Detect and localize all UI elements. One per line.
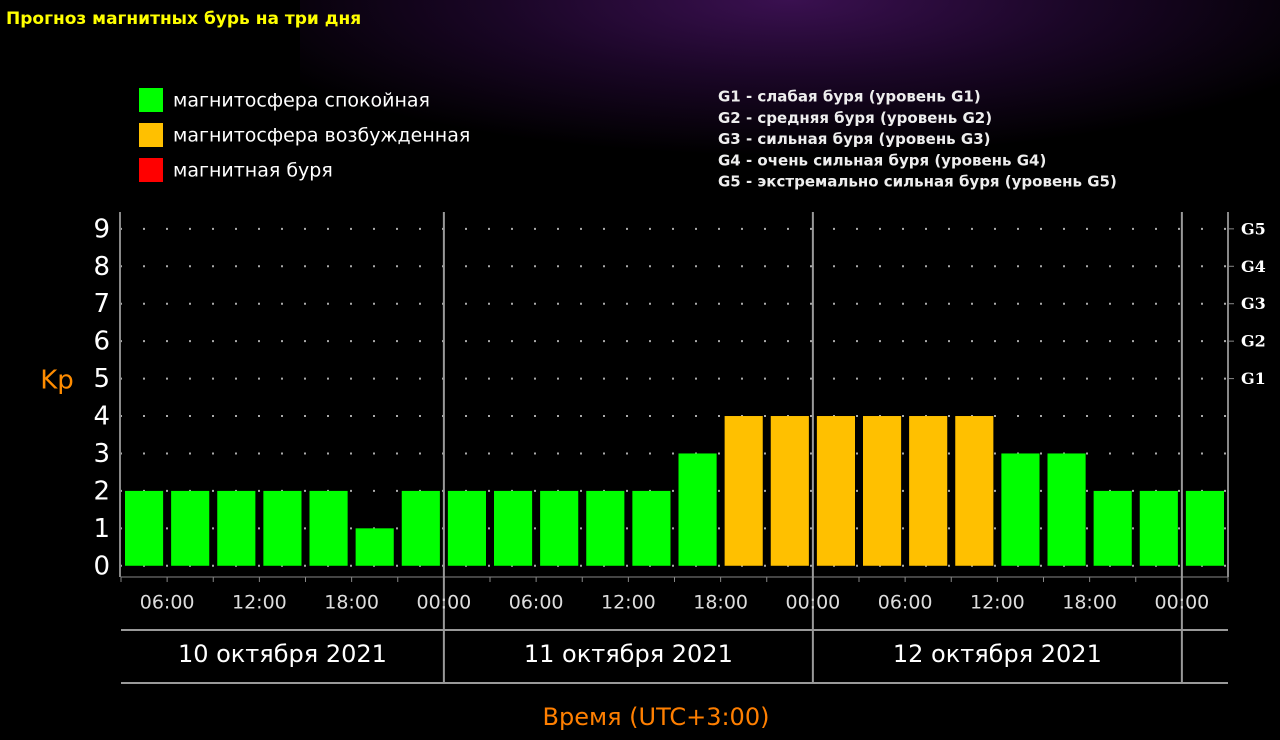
bar — [678, 453, 717, 566]
bar — [447, 490, 486, 566]
bar — [1139, 490, 1178, 566]
bar — [494, 490, 533, 566]
bar — [263, 490, 302, 566]
x-tick-label: 06:00 — [878, 592, 933, 614]
day-label: 10 октября 2021 — [178, 640, 387, 668]
bar — [1093, 490, 1132, 566]
y-tick-label: 6 — [93, 327, 110, 357]
x-tick-label: 12:00 — [232, 592, 287, 614]
y-tick-label: 4 — [93, 402, 110, 432]
bar — [724, 416, 763, 566]
bar — [1047, 453, 1086, 566]
scale-note: G1 - слабая буря (уровень G1) — [718, 88, 981, 106]
y2-tick-label: G5 — [1241, 219, 1266, 238]
legend-swatch — [139, 123, 163, 147]
bar — [401, 490, 440, 566]
x-axis-label: Время (UTC+3:00) — [543, 703, 770, 731]
scale-note: G5 - экстремально сильная буря (уровень … — [718, 173, 1117, 191]
bar — [1001, 453, 1040, 566]
y-tick-label: 7 — [93, 289, 110, 319]
y-tick-label: 9 — [93, 214, 110, 244]
bar — [1185, 490, 1224, 566]
bar — [217, 490, 256, 566]
scale-note: G2 - средняя буря (уровень G2) — [718, 109, 992, 127]
bar — [586, 490, 625, 566]
bar — [955, 416, 994, 566]
chart-title: Прогноз магнитных бурь на три дня — [6, 9, 361, 29]
bar — [816, 416, 855, 566]
x-tick-label: 00:00 — [416, 592, 471, 614]
y-tick-label: 0 — [93, 551, 110, 581]
scale-note: G4 - очень сильная буря (уровень G4) — [718, 151, 1046, 169]
y2-tick-label: G3 — [1241, 294, 1266, 313]
bar — [355, 528, 394, 566]
x-tick-label: 18:00 — [693, 592, 748, 614]
day-label: 11 октября 2021 — [524, 640, 733, 668]
day-label: 12 октября 2021 — [893, 640, 1102, 668]
x-tick-label: 00:00 — [785, 592, 840, 614]
legend-swatch — [139, 158, 163, 182]
x-tick-label: 12:00 — [970, 592, 1025, 614]
bar — [125, 490, 164, 566]
bar — [309, 490, 348, 566]
background-glow — [300, 0, 1280, 260]
legend-label: магнитная буря — [173, 160, 333, 182]
bar — [171, 490, 210, 566]
legend-swatch — [139, 88, 163, 112]
y-tick-label: 1 — [93, 514, 110, 544]
bar — [540, 490, 579, 566]
x-tick-label: 18:00 — [1062, 592, 1117, 614]
x-tick-label: 00:00 — [1154, 592, 1209, 614]
x-tick-label: 06:00 — [509, 592, 564, 614]
scale-note: G3 - сильная буря (уровень G3) — [718, 130, 991, 148]
y-tick-label: 3 — [93, 439, 110, 469]
bar — [770, 416, 809, 566]
y2-tick-label: G4 — [1241, 257, 1266, 276]
y-tick-label: 2 — [93, 476, 110, 506]
legend-label: магнитосфера спокойная — [173, 90, 430, 112]
x-tick-label: 18:00 — [324, 592, 379, 614]
y-tick-label: 8 — [93, 252, 110, 282]
y-axis-label: Kp — [40, 366, 74, 396]
y2-tick-label: G2 — [1241, 332, 1266, 351]
x-tick-label: 06:00 — [140, 592, 195, 614]
x-tick-label: 12:00 — [601, 592, 656, 614]
bar — [632, 490, 671, 566]
legend-label: магнитосфера возбужденная — [173, 125, 470, 147]
bar — [909, 416, 948, 566]
y-tick-label: 5 — [93, 364, 110, 394]
y2-tick-label: G1 — [1241, 369, 1266, 388]
bar — [863, 416, 902, 566]
